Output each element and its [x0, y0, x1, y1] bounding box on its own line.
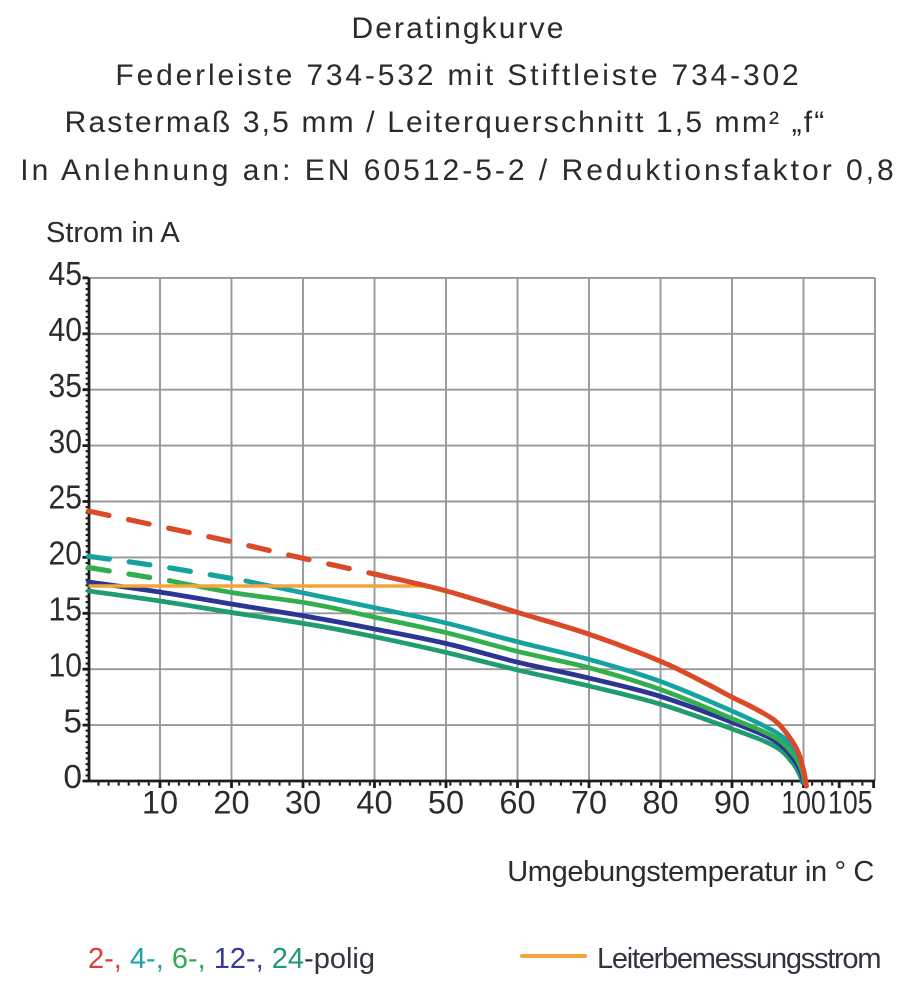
svg-text:30: 30: [285, 785, 321, 821]
svg-text:50: 50: [428, 785, 464, 821]
svg-text:40: 40: [356, 785, 392, 821]
svg-text:100: 100: [781, 785, 826, 821]
svg-text:35: 35: [49, 368, 83, 405]
svg-text:105: 105: [828, 785, 873, 821]
svg-text:5: 5: [63, 703, 82, 740]
svg-text:40: 40: [49, 312, 83, 349]
svg-text:80: 80: [642, 785, 678, 821]
svg-text:10: 10: [142, 785, 178, 821]
svg-text:15: 15: [49, 592, 83, 629]
svg-text:0: 0: [63, 759, 82, 796]
svg-text:90: 90: [714, 785, 750, 821]
svg-text:60: 60: [499, 785, 535, 821]
svg-text:25: 25: [49, 480, 83, 517]
svg-text:20: 20: [213, 785, 249, 821]
svg-text:70: 70: [571, 785, 607, 821]
svg-text:30: 30: [49, 424, 83, 461]
svg-text:10: 10: [49, 647, 83, 684]
svg-text:20: 20: [49, 536, 83, 573]
svg-text:45: 45: [49, 256, 83, 293]
